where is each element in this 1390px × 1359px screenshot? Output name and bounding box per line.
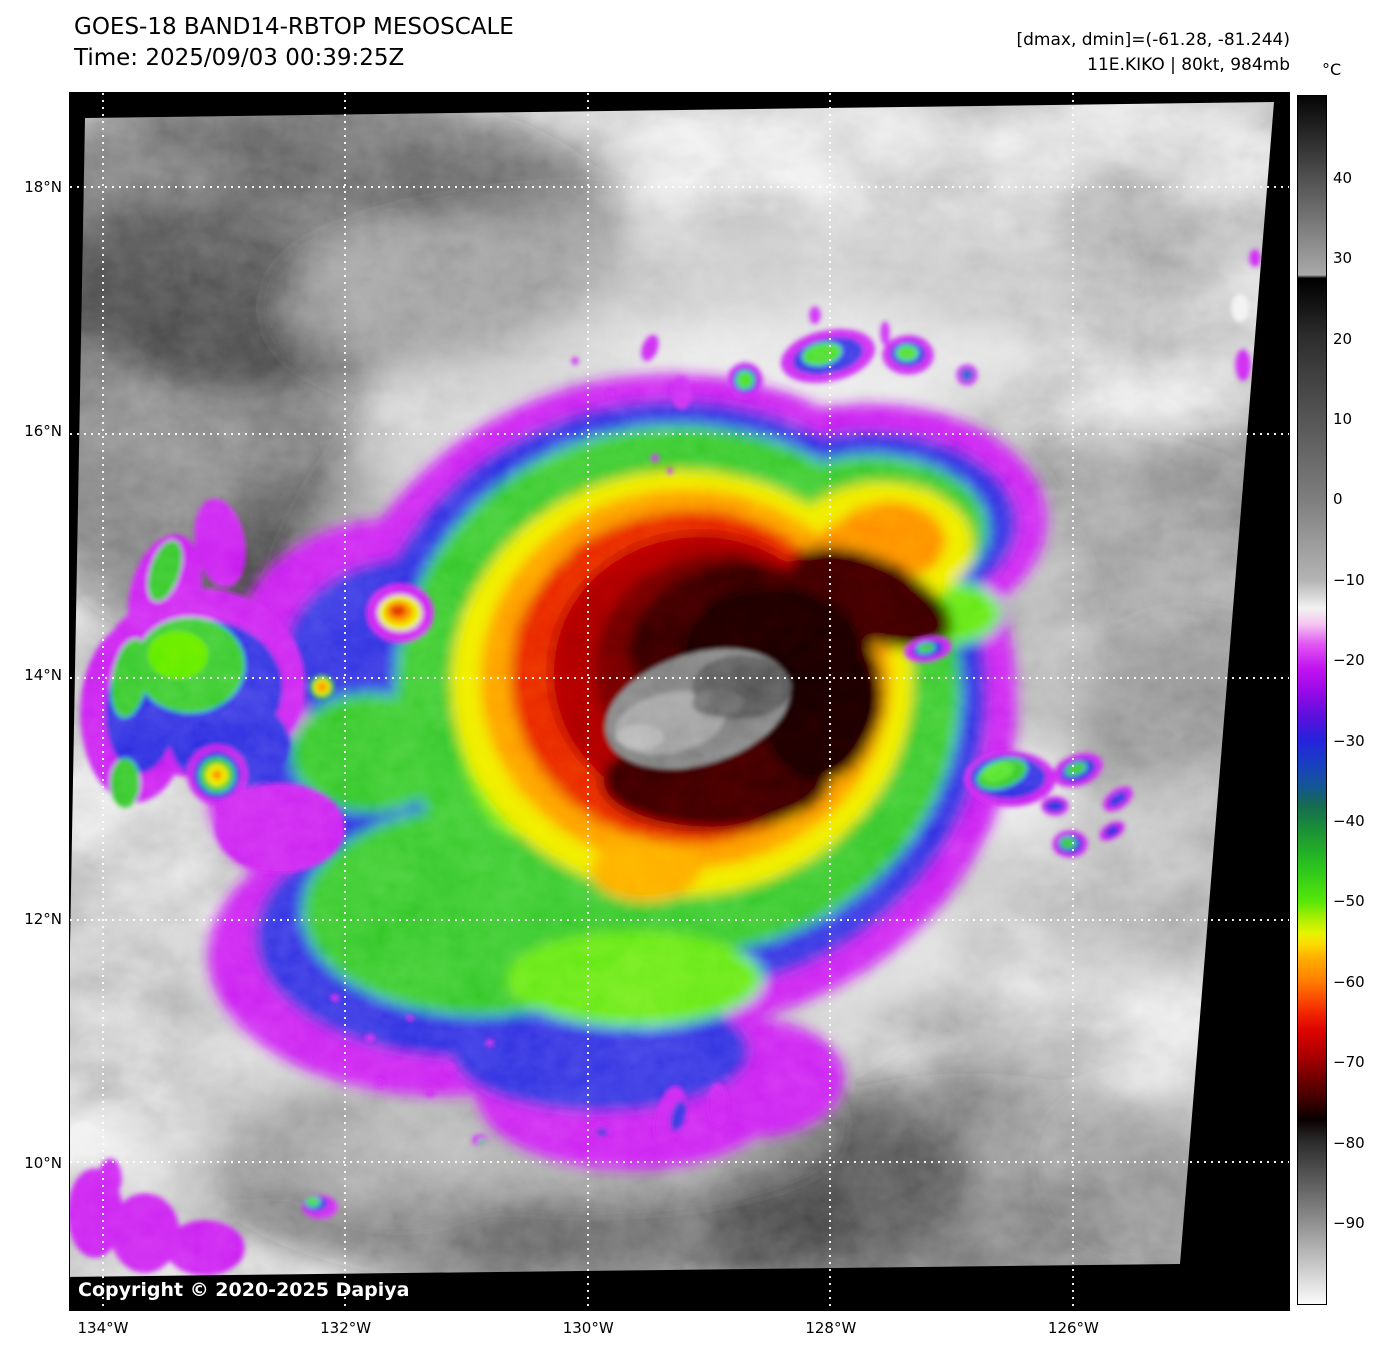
colorbar-unit-label: °C [1322, 60, 1342, 79]
data-swath [70, 102, 1274, 1277]
colorbar-tick-label: −20 [1333, 651, 1365, 670]
colorbar-tick-label: 0 [1333, 490, 1343, 509]
lon-tick-label: 134°W [77, 1319, 129, 1337]
colorbar-tick-label: 20 [1333, 329, 1353, 348]
colorbar-tick-label: −60 [1333, 972, 1365, 991]
lat-tick-label: 16°N [24, 422, 62, 440]
product-title: GOES-18 BAND14-RBTOP MESOSCALE [74, 14, 514, 40]
lon-tick-label: 130°W [562, 1319, 614, 1337]
colorbar-tick-label: −10 [1333, 570, 1365, 589]
lon-tick-label: 132°W [320, 1319, 372, 1337]
colorbar [1297, 95, 1327, 1305]
colorbar-tick-label: −80 [1333, 1133, 1365, 1152]
colorbar-tick-label: −40 [1333, 812, 1365, 830]
lat-tick-label: 18°N [24, 178, 62, 196]
pixel-grain-texture [70, 102, 1274, 1277]
colorbar-tick-label: 40 [1333, 168, 1353, 187]
colorbar-tick-label: −90 [1333, 1213, 1365, 1232]
colorbar-tick-label: −70 [1333, 1053, 1365, 1072]
colorbar-tick-label: 30 [1333, 249, 1353, 268]
lat-tick-label: 14°N [24, 666, 62, 684]
lon-tick-label: 128°W [805, 1319, 857, 1337]
title-block: GOES-18 BAND14-RBTOP MESOSCALE Time: 202… [74, 12, 514, 74]
colorbar-tick-label: −50 [1333, 892, 1365, 911]
colorbar-tick-label: −30 [1333, 731, 1365, 750]
satellite-image [70, 93, 1289, 1310]
lat-tick-label: 10°N [24, 1154, 62, 1172]
product-time: Time: 2025/09/03 00:39:25Z [74, 45, 405, 71]
storm-info-annotation: 11E.KIKO | 80kt, 984mb [1087, 55, 1290, 75]
dmax-dmin-annotation: [dmax, dmin]=(-61.28, -81.244) [1016, 30, 1291, 50]
graticule [70, 93, 1289, 1310]
lon-tick-label: 126°W [1047, 1319, 1099, 1337]
annotation-block: [dmax, dmin]=(-61.28, -81.244) 11E.KIKO … [1017, 28, 1291, 78]
colorbar-tick-label: 10 [1333, 410, 1353, 428]
lat-tick-label: 12°N [24, 910, 62, 928]
satellite-map [69, 92, 1290, 1311]
copyright-label: Copyright © 2020-2025 Dapiya [78, 1279, 410, 1301]
